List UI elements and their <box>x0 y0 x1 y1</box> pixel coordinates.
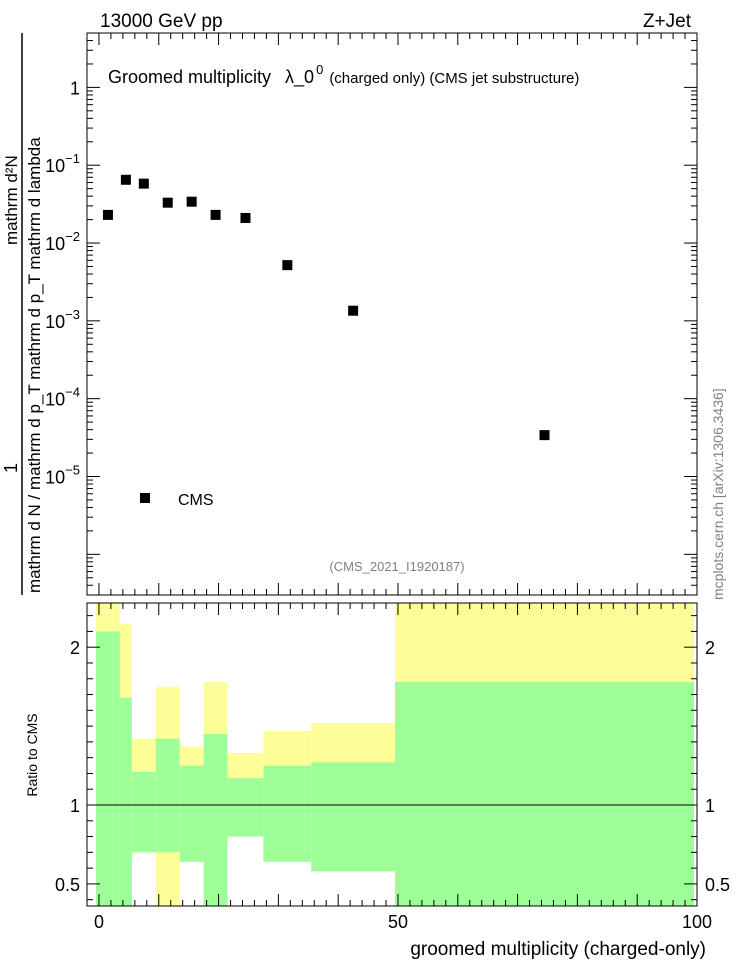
chart-title-main: Groomed multiplicity <box>108 67 271 87</box>
ratio-x-tick-label: 0 <box>94 912 104 932</box>
ratio-band-green <box>131 771 156 853</box>
ylabel-denominator: mathrm d N / mathrm d p_T mathrm d p_T m… <box>25 137 44 593</box>
chart-title: Groomed multiplicity λ_0 0 (charged only) (… <box>108 62 579 88</box>
ratio-band-green <box>179 765 204 862</box>
ratio-x-tick-label: 50 <box>388 912 408 932</box>
data-point <box>120 174 131 185</box>
ratio-band-green <box>95 631 120 906</box>
legend-marker <box>140 493 150 503</box>
ratio-y-axis-label: Ratio to CMS <box>24 713 40 796</box>
tick-base: 10 <box>45 467 65 487</box>
tick-base: 10 <box>45 390 65 410</box>
data-point <box>102 209 113 220</box>
tick-base: 1 <box>70 78 80 98</box>
ratio-band-green <box>394 681 695 906</box>
data-point <box>240 212 251 223</box>
ratio-band-green <box>263 765 312 862</box>
analysis-id: (CMS_2021_I1920187) <box>329 559 464 574</box>
chart-title-symbol: λ_0 <box>285 67 314 88</box>
ylabel-numerator: 1 <box>1 463 21 473</box>
tick-exponent: −5 <box>65 462 80 477</box>
data-point <box>539 430 550 441</box>
ratio-y-tick-labels: 0.5 0.5 1 1 2 2 <box>55 638 730 895</box>
main-y-tick-label: 10−4 <box>45 385 80 410</box>
tick-base: 10 <box>45 312 65 332</box>
data-point <box>138 178 149 189</box>
data-point <box>348 305 359 316</box>
ratio-y-tick-label-right: 1 <box>705 796 715 816</box>
ratio-band-green <box>311 762 395 872</box>
ratio-y-tick-label-right: 0.5 <box>705 875 730 895</box>
chart-title-symbol-sup: 0 <box>316 62 323 77</box>
data-point <box>162 197 173 208</box>
main-y-tick-label: 10−5 <box>45 462 80 487</box>
side-source-label: mcplots.cern.ch [arXiv:1306.3436] <box>710 388 726 600</box>
ratio-y-tick-label-left: 2 <box>70 638 80 658</box>
tick-base: 10 <box>45 234 65 254</box>
ratio-band-green <box>155 738 180 853</box>
main-y-axis-label: 1 mathrm d N / mathrm d p_T mathrm d p_T… <box>1 33 44 595</box>
ratio-bands <box>95 603 695 906</box>
chart-title-suffix: (charged only) (CMS jet substructure) <box>329 70 579 87</box>
header-process-label: Z+Jet <box>643 11 692 32</box>
ratio-band-green <box>227 778 264 837</box>
legend-label: CMS <box>178 492 214 509</box>
ratio-plot-frame <box>86 602 698 907</box>
ratio-x-tick-labels: 0 50 100 <box>94 912 712 932</box>
data-point <box>282 260 293 271</box>
ratio-y-tick-label-right: 2 <box>705 638 715 658</box>
main-y-tick-label: 10−1 <box>45 151 80 176</box>
data-point <box>210 209 221 220</box>
main-y-tick-label: 1 <box>70 78 80 98</box>
ratio-y-tick-label-left: 0.5 <box>55 875 80 895</box>
tick-exponent: −1 <box>65 151 80 166</box>
header-energy-label: 13000 GeV pp <box>100 11 223 32</box>
data-point <box>186 196 197 207</box>
main-y-tick-label: 10−2 <box>45 229 80 254</box>
data-points <box>102 174 550 441</box>
main-axis-ticks <box>87 32 698 596</box>
main-y-tick-labels: 110−110−210−310−410−5 <box>45 78 80 487</box>
ratio-x-tick-label: 100 <box>682 912 712 932</box>
tick-exponent: −4 <box>65 385 80 400</box>
ratio-band-green <box>119 697 132 906</box>
ratio-band-green <box>203 733 228 906</box>
ratio-y-tick-label-left: 1 <box>70 796 80 816</box>
ratio-axis-ticks <box>87 603 698 906</box>
tick-exponent: −3 <box>65 307 80 322</box>
x-axis-label: groomed multiplicity (charged-only) <box>410 939 706 960</box>
tick-exponent: −2 <box>65 229 80 244</box>
ylabel-numerator-right: mathrm d²N <box>2 155 21 245</box>
main-y-tick-label: 10−3 <box>45 307 80 332</box>
main-plot-frame <box>86 32 698 596</box>
tick-base: 10 <box>45 156 65 176</box>
